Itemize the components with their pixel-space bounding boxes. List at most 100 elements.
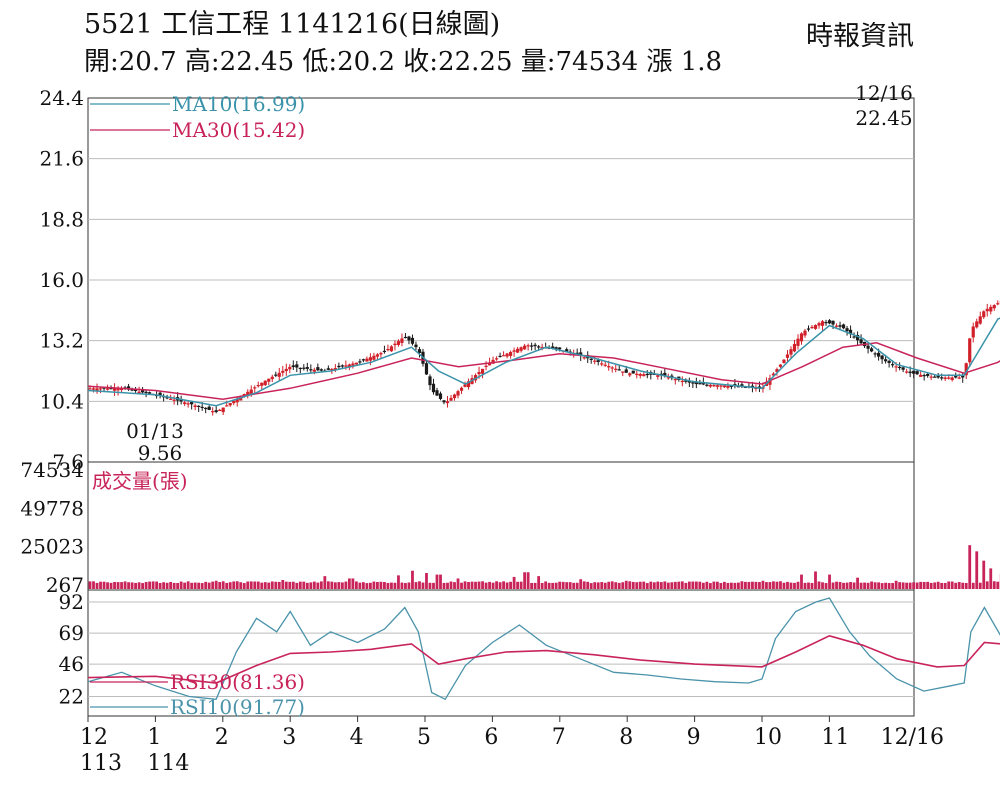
candle-body — [309, 369, 313, 371]
candle-body — [771, 373, 776, 376]
volume-bar — [425, 573, 428, 589]
volume-bar — [838, 581, 842, 589]
candle-body — [431, 383, 436, 393]
volume-bar — [421, 582, 425, 589]
x-tick-label: 10 — [754, 725, 782, 750]
candle-body — [947, 377, 951, 379]
candle-body — [933, 376, 937, 378]
volume-bar — [950, 581, 954, 589]
volume-bar — [607, 581, 611, 589]
volume-bar — [326, 581, 330, 589]
volume-bar — [954, 582, 958, 589]
candle-body — [866, 345, 870, 349]
candle-body — [905, 371, 909, 373]
volume-bar — [305, 582, 309, 589]
candle-body — [691, 382, 695, 384]
volume-bar — [390, 582, 393, 589]
volume-bar — [670, 582, 674, 589]
candle-body — [214, 410, 218, 413]
volume-bar — [397, 575, 400, 589]
candle-body — [91, 388, 96, 390]
volume-bar — [253, 581, 257, 589]
volume-bar — [277, 581, 281, 589]
candle-body — [803, 330, 807, 336]
volume-bar — [449, 581, 453, 589]
candle-body — [445, 401, 450, 404]
volume-bar — [225, 582, 229, 589]
volume-bar — [964, 582, 968, 589]
candle-body — [589, 358, 593, 360]
volume-bar — [435, 574, 439, 589]
volume-bar — [793, 582, 796, 589]
volume-bar — [880, 583, 884, 589]
x-tick-label: 4 — [350, 725, 364, 750]
volume-bar — [291, 581, 295, 589]
candle-body — [582, 357, 586, 359]
volume-bar — [666, 582, 670, 589]
candle-body — [491, 359, 495, 364]
candle-body — [235, 398, 239, 403]
volume-bar — [414, 582, 418, 589]
candle-body — [820, 321, 825, 326]
volume-bar — [733, 582, 737, 589]
volume-bar — [190, 582, 194, 589]
volume-bar — [614, 582, 618, 589]
x-tick-label: 11 — [821, 725, 849, 750]
volume-bar — [940, 582, 944, 589]
candle-body — [438, 393, 443, 399]
candle-body — [551, 346, 555, 349]
volume-bar — [852, 582, 856, 589]
volume-bar — [379, 581, 383, 589]
volume-bar — [446, 582, 449, 589]
candle-body — [228, 403, 232, 406]
ma30-line — [87, 342, 1000, 400]
candle-body — [827, 320, 832, 324]
volume-bar — [705, 581, 709, 589]
high-annotation-value: 22.45 — [855, 106, 912, 130]
legend-label-rsi10: RSI10(91.77) — [170, 695, 305, 719]
volume-bar — [701, 582, 705, 589]
volume-bar — [456, 578, 460, 589]
candle-body — [382, 350, 387, 353]
volume-bar — [786, 581, 789, 589]
volume-bar — [719, 583, 723, 589]
volume-bar — [572, 582, 576, 589]
volume-bar — [765, 582, 768, 589]
low-annotation-value: 9.56 — [138, 441, 183, 465]
rsi10-line — [87, 597, 1000, 701]
candle-body — [957, 377, 961, 379]
candle-body — [277, 372, 281, 377]
candle-body — [281, 370, 285, 373]
volume-bar — [589, 583, 593, 589]
volume-bar — [123, 581, 127, 589]
volume-bar — [740, 581, 744, 589]
candle-body — [698, 383, 702, 385]
volume-bar — [369, 582, 372, 589]
candle-body — [361, 359, 365, 361]
candle-body — [813, 324, 818, 329]
volume-bar — [751, 581, 754, 589]
candle-body — [183, 402, 187, 405]
candle-body — [848, 329, 853, 335]
volume-bar — [267, 582, 271, 589]
candle-body — [635, 373, 639, 376]
candle-body — [295, 364, 299, 368]
volume-bar — [288, 581, 292, 589]
candle-body — [712, 385, 716, 387]
volume-bar — [165, 582, 169, 589]
candle-body — [172, 399, 176, 401]
volume-bar — [495, 581, 498, 589]
candle-body — [316, 367, 320, 371]
candle-body — [628, 373, 632, 376]
volume-bar — [316, 582, 320, 589]
candle-body — [817, 323, 821, 326]
volume-bar — [884, 582, 888, 589]
volume-bar — [652, 582, 656, 589]
candle-body — [274, 374, 278, 376]
candle-body — [354, 362, 358, 365]
candle-body — [579, 352, 583, 357]
legend-label-ma30: MA30(15.42) — [172, 118, 305, 142]
volume-bar — [109, 582, 113, 589]
candle-body — [617, 369, 621, 371]
x-tick-label: 6 — [484, 725, 498, 750]
